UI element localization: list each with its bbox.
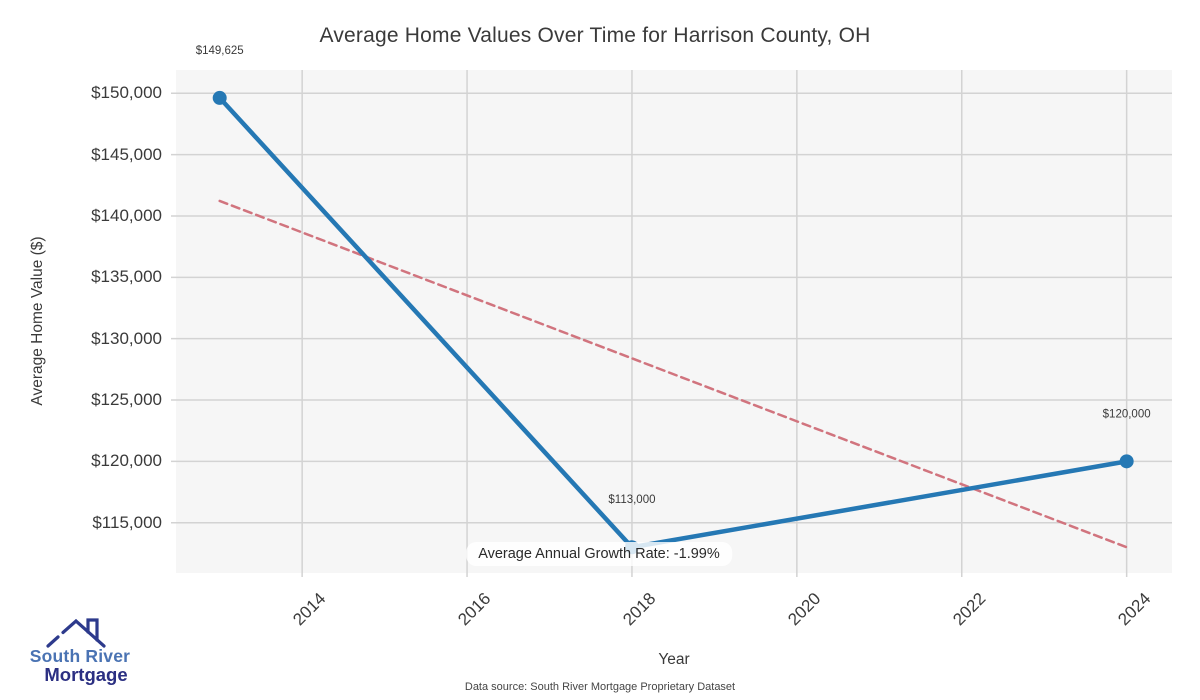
data-source-caption: Data source: South River Mortgage Propri… xyxy=(464,681,736,693)
y-tick-label: $140,000 xyxy=(91,205,162,225)
data-point xyxy=(1119,454,1134,469)
x-axis-label: Year xyxy=(658,651,690,668)
y-tick-label: $150,000 xyxy=(91,83,162,103)
growth-rate-annotation: Average Annual Growth Rate: -1.99% xyxy=(466,541,732,566)
logo-text-mortgage: Mortgage xyxy=(44,664,128,685)
point-label: $149,625 xyxy=(196,45,244,57)
point-label: $113,000 xyxy=(608,494,655,506)
y-tick-label: $130,000 xyxy=(91,328,162,348)
plot-area xyxy=(176,70,1172,573)
point-label: $120,000 xyxy=(1103,408,1151,420)
house-roof-icon xyxy=(46,618,106,648)
chart-title: Average Home Values Over Time for Harris… xyxy=(319,24,871,47)
logo-text-south-river: South River xyxy=(29,646,131,666)
y-tick-label: $145,000 xyxy=(91,144,162,164)
y-tick-label: $120,000 xyxy=(91,451,162,471)
y-tick-label: $135,000 xyxy=(91,267,162,287)
data-point xyxy=(212,90,227,105)
y-tick-label: $115,000 xyxy=(92,512,162,532)
y-tick-label: $125,000 xyxy=(91,390,162,410)
